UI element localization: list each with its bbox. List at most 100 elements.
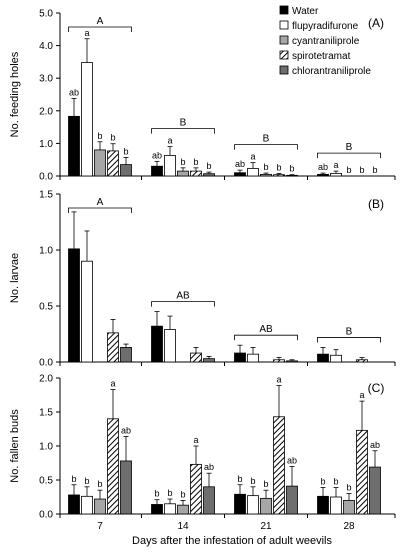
bar [343,499,355,515]
significance-letter: a [193,435,198,445]
y-tick-label: 3.0 [39,74,53,85]
x-tick-label: 21 [260,521,272,532]
x-axis-label: Days after the infestation of adult weev… [132,535,332,547]
y-tick-label: 0.5 [39,302,53,313]
bar [120,164,132,177]
legend-label: Water [292,6,319,17]
significance-letter: b [263,162,268,172]
y-tick-label: 5.0 [39,9,53,20]
y-tick-label: 0.0 [39,510,53,521]
significance-letter: b [71,474,76,484]
significance-letter: a [333,160,338,170]
significance-letter: b [276,162,281,172]
bar [177,504,189,515]
significance-letter: b [206,161,211,171]
bar [317,353,329,363]
bar [234,352,246,363]
y-axis-label: No. fallen buds [9,409,21,483]
group-bracket [151,301,215,307]
bar [203,358,215,363]
bar [107,418,119,515]
bar [330,172,342,177]
bar [273,359,285,363]
significance-letter: a [84,28,89,38]
bar [190,463,202,515]
legend-swatch [279,50,289,60]
panel-label: (A) [368,16,384,30]
significance-letter: b [97,131,102,141]
bar [247,168,259,177]
significance-letter: a [110,379,115,389]
significance-letter: ab [287,455,297,465]
significance-letter: ab [318,162,328,172]
bar [286,174,298,177]
group-bracket-label: B [263,134,270,145]
bar [286,360,298,363]
y-axis-label: No. larvae [9,253,21,303]
bar [68,115,80,177]
bar [234,493,246,515]
group-bracket [234,334,298,341]
group-bracket-label: B [346,142,353,153]
bar [81,62,93,177]
significance-letter: b [359,165,364,175]
bar [94,498,106,515]
significance-letter: b [180,157,185,167]
legend-swatch [279,20,289,30]
significance-letter: b [84,476,89,486]
bar [107,150,119,177]
bar [151,325,163,363]
significance-letter: b [97,479,102,489]
significance-letter: b [110,133,115,143]
significance-letter: b [167,488,172,498]
group-bracket [317,152,381,159]
significance-letter: ab [370,440,380,450]
group-bracket [68,207,132,213]
bar [317,495,329,515]
significance-letter: b [333,476,338,486]
bar [151,165,163,177]
group-bracket-label: B [180,118,187,129]
bar [317,173,329,177]
group-bracket [234,144,298,150]
significance-letter: b [193,157,198,167]
y-tick-label: 0.0 [39,172,53,183]
group-bracket-label: B [346,326,353,337]
y-tick-label: 1.0 [39,139,53,150]
significance-letter: a [250,152,255,162]
group-bracket-label: AB [176,291,190,302]
significance-letter: b [289,164,294,174]
bar [330,354,342,363]
bar [107,332,119,363]
bar [120,347,132,363]
y-tick-label: 2.0 [39,106,53,117]
bar [164,329,176,363]
bar [273,174,285,177]
x-tick-label: 7 [97,521,103,532]
group-bracket [151,128,215,134]
significance-letter: a [276,374,281,384]
group-bracket-label: A [97,197,104,208]
bar [356,429,368,515]
significance-letter: ab [121,425,131,435]
x-tick-label: 14 [177,521,189,532]
significance-letter: b [263,479,268,489]
y-tick-label: 1.5 [39,408,53,419]
significance-letter: b [250,476,255,486]
legend-label: cyantraniliprole [292,36,360,47]
significance-letter: ab [69,87,79,97]
bar [260,497,272,515]
bar [286,485,298,515]
bar [81,260,93,363]
bar [190,170,202,177]
significance-letter: b [320,476,325,486]
y-tick-label: 2.0 [39,374,53,385]
bar [68,248,80,363]
bar [94,149,106,177]
significance-letter: a [359,390,364,400]
bar [260,173,272,177]
bar [177,170,189,177]
panel-label: (C) [368,381,385,395]
bar [203,173,215,177]
